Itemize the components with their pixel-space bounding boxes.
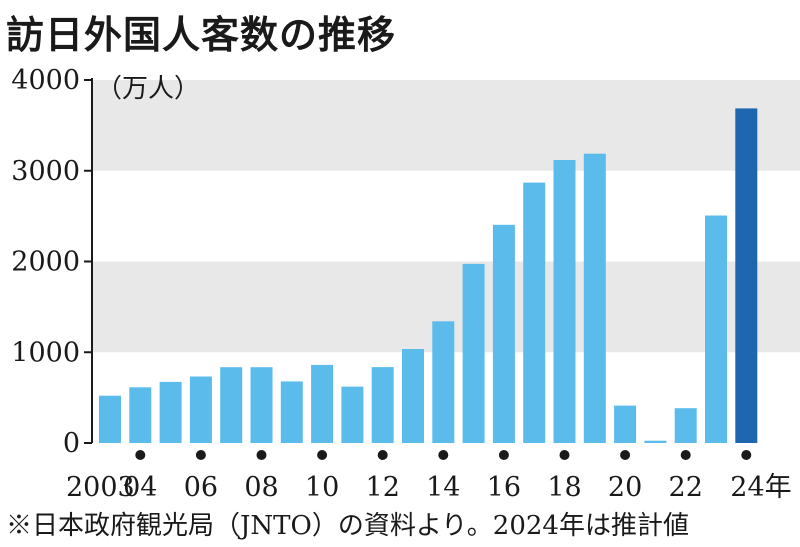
x-tick-label: 18 [547, 472, 581, 503]
x-axis-dot [620, 450, 631, 460]
bar-22 [674, 408, 697, 443]
x-tick-label: 06 [184, 472, 218, 503]
x-tick-label: 14 [426, 472, 460, 503]
x-axis-dot [559, 450, 570, 460]
bar-08 [250, 367, 273, 443]
bar-09 [280, 381, 303, 443]
bar-04 [129, 387, 152, 443]
x-axis-dots [135, 450, 752, 460]
x-axis-dot [195, 450, 206, 460]
x-tick-label: 24年 [730, 472, 791, 503]
y-tick-label: 3000 [11, 156, 80, 187]
x-tick-label: 22 [669, 472, 703, 503]
bar-16 [492, 224, 515, 443]
x-axis-dot [317, 450, 328, 460]
y-tick-label: 2000 [11, 247, 80, 278]
x-tick-label: 16 [487, 472, 521, 503]
bar-20 [614, 405, 637, 443]
bar-10 [311, 364, 334, 443]
bar-14 [432, 321, 455, 443]
bar-15 [462, 263, 485, 443]
bar-07 [220, 367, 243, 443]
x-axis-dot [438, 450, 449, 460]
y-tick-label: 1000 [11, 337, 80, 368]
x-tick-label: 2003 [66, 472, 135, 503]
x-axis-dot [498, 450, 509, 460]
x-axis-dot [377, 450, 388, 460]
source-note: ※日本政府観光局（JNTO）の資料より。2024年は推計値 [6, 511, 689, 541]
x-axis-dot [256, 450, 267, 460]
bar-13 [402, 349, 424, 443]
bar-17 [523, 182, 546, 443]
y-tick-label: 0 [63, 428, 80, 459]
y-axis-unit-label: （万人） [96, 74, 201, 104]
x-axis-dot [135, 450, 146, 460]
chart-title: 訪日外国人客数の推移 [6, 13, 397, 57]
bar-05 [159, 381, 182, 443]
bar-24年 [735, 108, 758, 444]
bar-21 [644, 440, 667, 443]
x-axis-dot [680, 450, 691, 460]
grid-bands [92, 80, 800, 353]
y-tick-label: 4000 [11, 65, 80, 96]
x-tick-label: 04 [123, 472, 157, 503]
x-tick-label: 10 [305, 472, 339, 503]
bar-11 [341, 386, 364, 443]
grid-band [92, 80, 800, 171]
x-axis-dot [741, 450, 752, 460]
bar-19 [583, 153, 606, 443]
bar-series [99, 108, 758, 444]
bar-23 [705, 215, 727, 443]
bar-18 [553, 160, 576, 443]
bar-2003 [99, 395, 121, 443]
x-tick-label: 20 [608, 472, 642, 503]
y-axis-ticks: 0 1000 2000 3000 4000 [11, 65, 92, 459]
bar-06 [189, 376, 212, 443]
bar-12 [371, 367, 394, 443]
x-tick-label: 12 [366, 472, 400, 503]
x-tick-label: 08 [244, 472, 278, 503]
